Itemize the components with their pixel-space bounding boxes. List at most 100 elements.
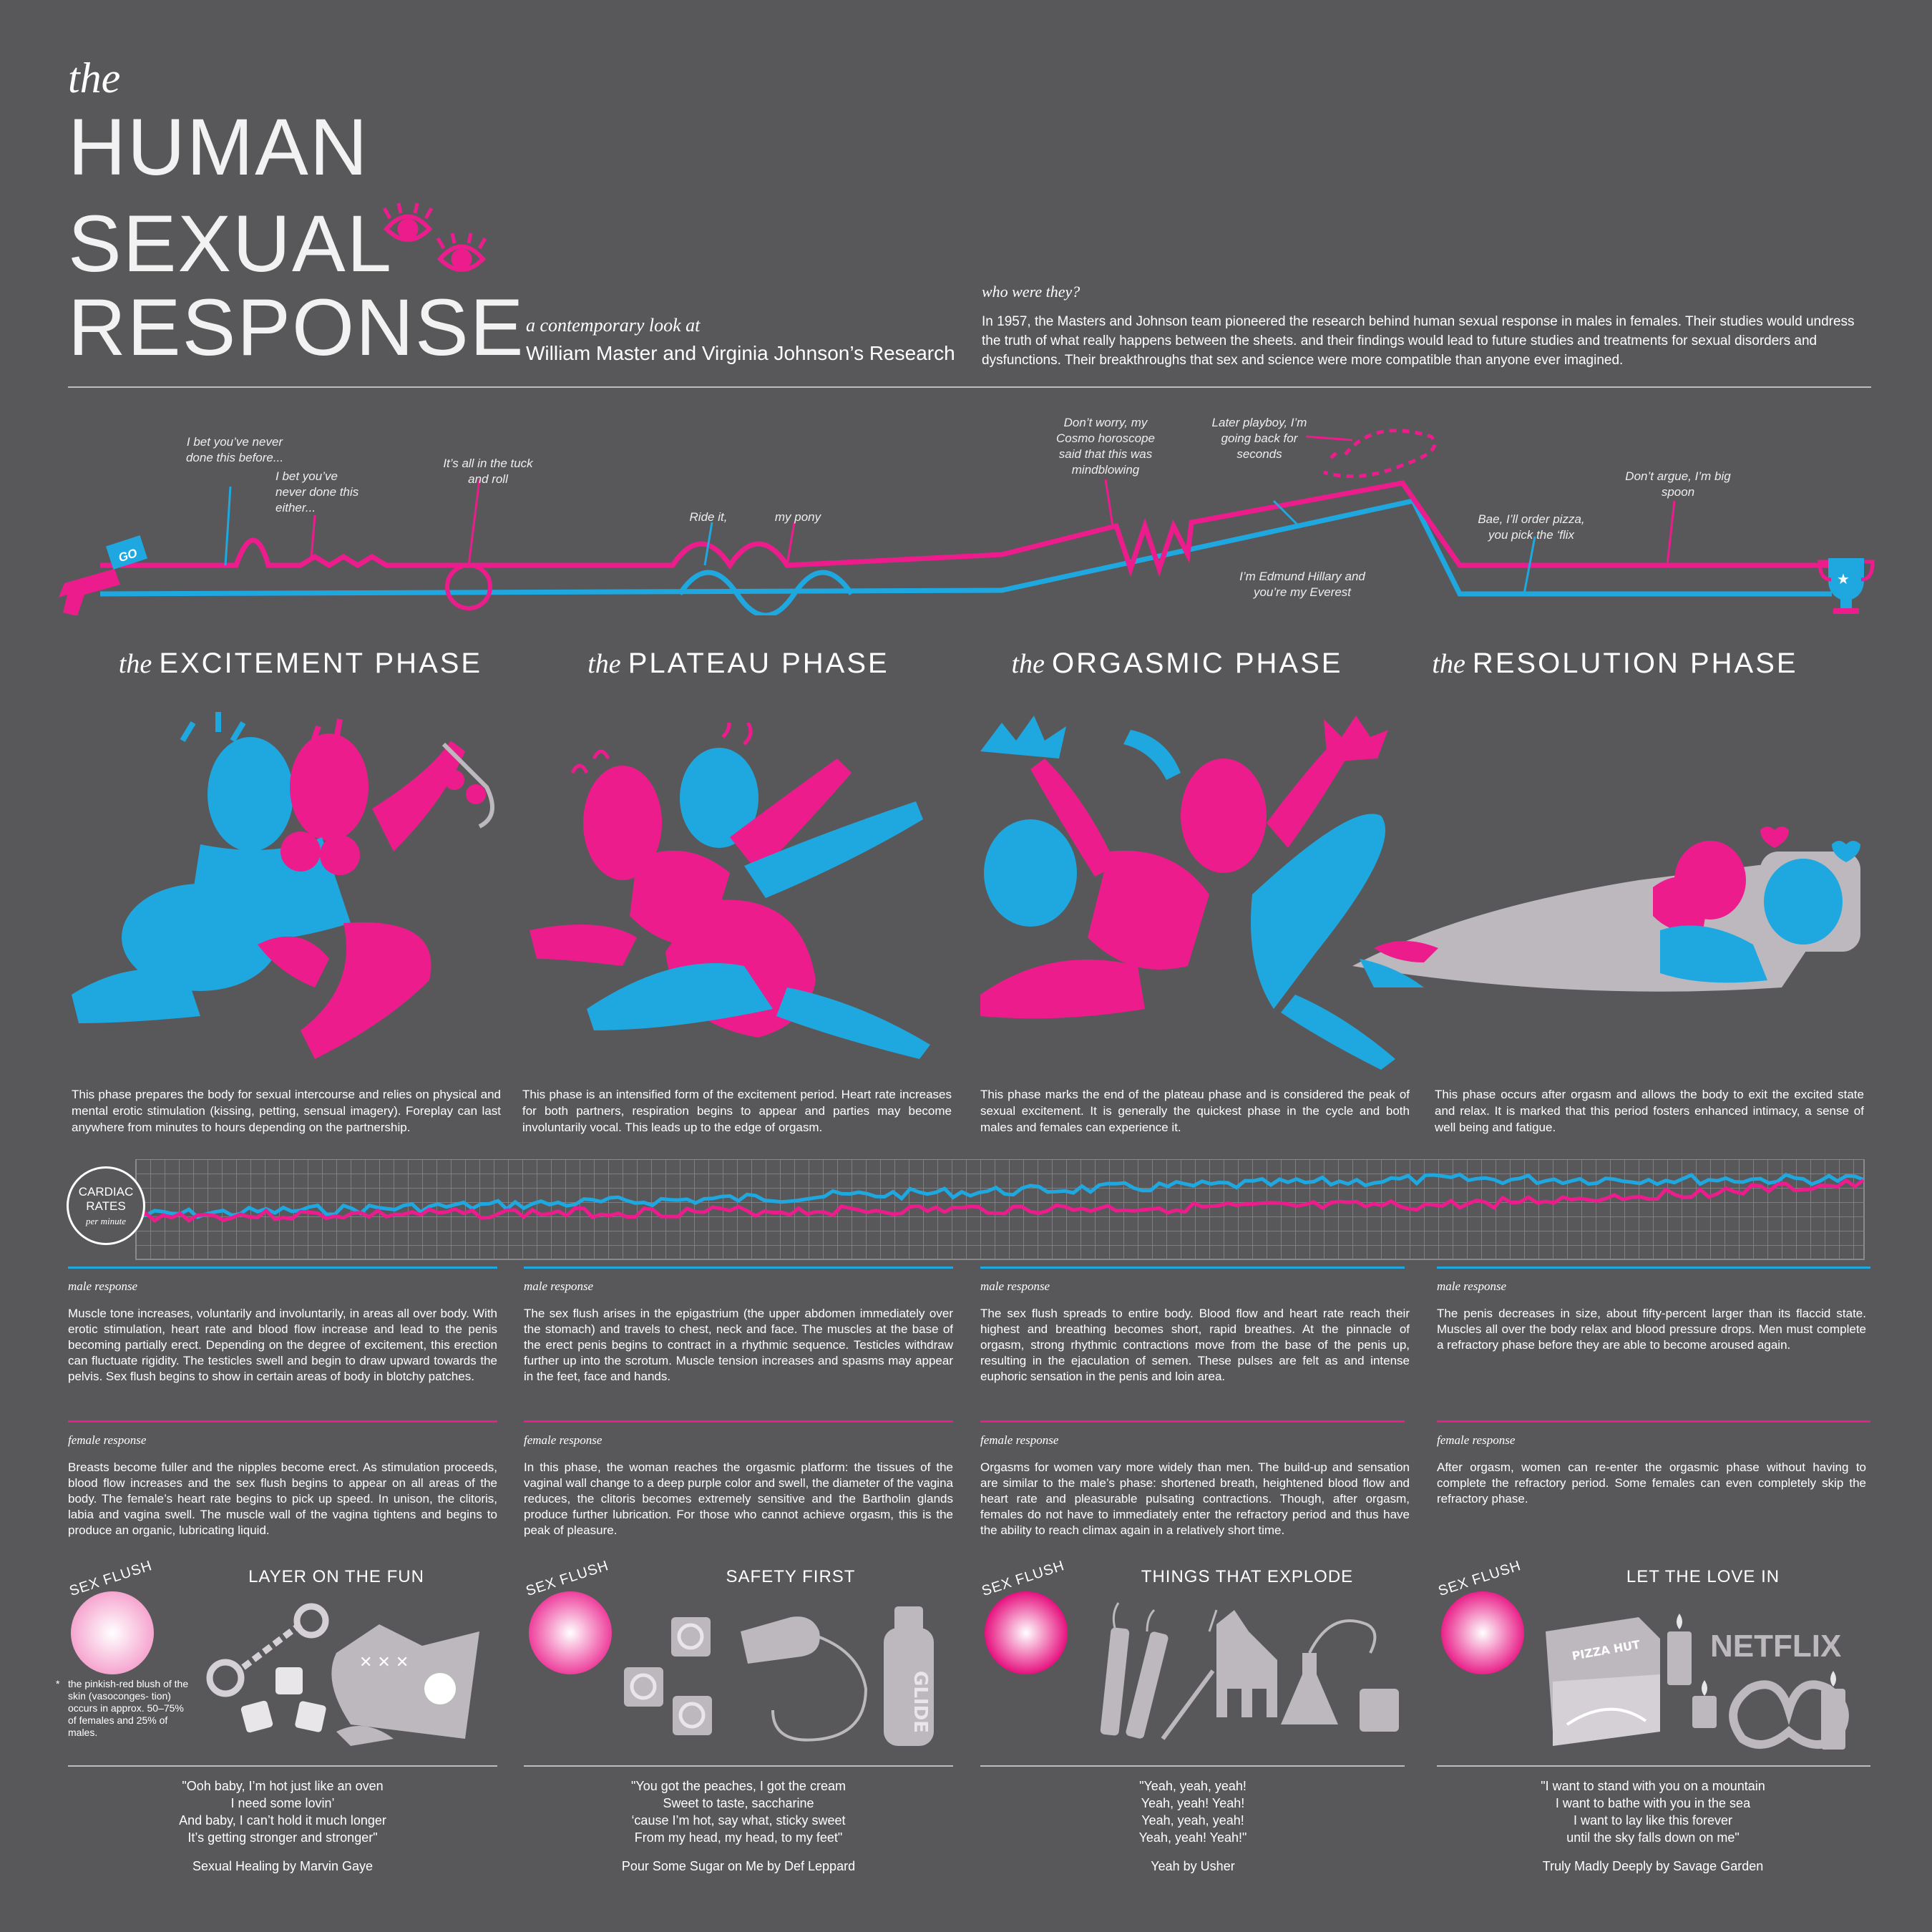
phase-description-resolution: This phase occurs after orgasm and allow… <box>1435 1088 1864 1134</box>
excitement-illustration <box>72 712 494 1059</box>
male-label-3: male response <box>980 1279 1050 1293</box>
male-divider-4 <box>1437 1267 1870 1269</box>
title-the: the <box>68 54 121 102</box>
song-title-1: Sexual Healing by Marvin Gaye <box>192 1859 374 1873</box>
timeline-quote-7: Later playboy, I’m going back for second… <box>1211 416 1307 461</box>
song-divider-2 <box>524 1765 953 1767</box>
lube-bottle-icon: GLIDE <box>884 1606 934 1746</box>
timeline-quote-6: Don’t worry, my Cosmo horoscope said tha… <box>1056 416 1155 477</box>
female-text-2: In this phase, the woman reaches the org… <box>524 1460 953 1537</box>
timeline-quote-2: I bet you’ve never done this either... <box>275 469 359 514</box>
tool-title-2: SAFETY FIRST <box>726 1567 856 1586</box>
svg-text:★: ★ <box>1837 572 1850 587</box>
male-divider-3 <box>980 1267 1405 1269</box>
whistle-icon <box>741 1616 868 1742</box>
timeline-quote-8: I’m Edmund Hillary and you’re my Everest <box>1239 570 1365 599</box>
safety-first-icons: GLIDE <box>624 1606 934 1746</box>
female-text-1: Breasts become fuller and the nipples be… <box>68 1460 497 1537</box>
trophy-icon: ★ <box>1818 558 1875 614</box>
song-title-4: Truly Madly Deeply by Savage Garden <box>1542 1859 1764 1873</box>
phase-title-plateau: the PLATEAU PHASE <box>587 648 889 679</box>
male-label-4: male response <box>1437 1279 1507 1293</box>
plateau-illustration <box>530 723 930 1059</box>
pizza-box-icon: PIZZA HUT <box>1546 1617 1660 1746</box>
orgasmic-illustration <box>980 716 1395 1070</box>
svg-text:✕ ✕ ✕: ✕ ✕ ✕ <box>359 1654 409 1672</box>
timeline-quote-10: Don’t argue, I’m big spoon <box>1625 469 1731 499</box>
timeline-quote-5: my pony <box>774 510 821 524</box>
tool-title-3: THINGS THAT EXPLODE <box>1141 1567 1354 1586</box>
response-timeline: GO ★ <box>59 429 1875 615</box>
layer-on-the-fun-icons: ✕ ✕ ✕ <box>206 1603 479 1746</box>
title-line-1: HUMAN <box>68 102 369 192</box>
sex-flush-swatch-2 <box>529 1591 612 1674</box>
female-label-2: female response <box>524 1433 602 1447</box>
song-quote-2: "You got the peaches, I got the cream Swe… <box>631 1779 846 1845</box>
phase-title-excitement: the EXCITEMENT PHASE <box>118 648 483 679</box>
male-label-1: male response <box>68 1279 138 1293</box>
female-divider-1 <box>68 1420 497 1423</box>
phase-title-resolution: the RESOLUTION PHASE <box>1432 648 1798 679</box>
sex-flush-note: * the pinkish-red blush of the skin (vaso… <box>56 1678 189 1738</box>
timeline-quote-1: I bet you’ve never done this before... <box>185 435 284 464</box>
tool-title-1: LAYER ON THE FUN <box>248 1567 424 1586</box>
timeline-quote-4: Ride it, <box>689 510 728 524</box>
female-divider-2 <box>524 1420 953 1423</box>
netflix-text: NETFLIX <box>1710 1629 1841 1664</box>
male-divider-1 <box>68 1267 497 1269</box>
song-divider-3 <box>980 1765 1405 1767</box>
treasure-map-icon: ✕ ✕ ✕ <box>331 1624 479 1739</box>
let-the-love-in-icons: PIZZA HUT NETFLIX <box>1546 1614 1849 1750</box>
things-that-explode-icons <box>1100 1602 1399 1740</box>
pinata-icon <box>1208 1609 1277 1717</box>
song-divider-4 <box>1437 1765 1870 1767</box>
male-label-2: male response <box>524 1279 594 1293</box>
timeline-quote-3: It’s all in the tuck and roll <box>443 457 533 486</box>
puddle-icon <box>336 1726 394 1746</box>
timeline-quote-9: Bae, I’ll order pizza, you pick the ‘fli… <box>1478 512 1585 542</box>
song-quote-3: "Yeah, yeah, yeah! Yeah, yeah! Yeah! Yeah… <box>1138 1779 1247 1845</box>
subtitle: William Master and Virginia Johnson’s Re… <box>526 342 955 364</box>
phase-description-orgasmic: This phase marks the end of the plateau … <box>980 1088 1410 1134</box>
phase-description-excitement: This phase prepares the body for sexual … <box>72 1088 501 1134</box>
svg-text:GLIDE: GLIDE <box>909 1671 931 1733</box>
female-label-3: female response <box>980 1433 1059 1447</box>
who-heading: who were they? <box>982 283 1080 301</box>
female-text-3: Orgasms for women vary more widely than … <box>980 1460 1410 1537</box>
male-text-1: Muscle tone increases, voluntarily and i… <box>68 1307 497 1383</box>
male-divider-2 <box>524 1267 953 1269</box>
ice-cubes-icon <box>240 1667 326 1733</box>
phase-title-orgasmic: the ORGASMIC PHASE <box>1011 648 1343 679</box>
song-title-3: Yeah by Usher <box>1151 1859 1235 1873</box>
who-text: In 1957, the Masters and Johnson team pi… <box>982 314 1855 368</box>
tool-title-4: LET THE LOVE IN <box>1626 1567 1780 1586</box>
male-text-4: The penis decreases in size, about fifty… <box>1437 1307 1866 1352</box>
dynamite-icon <box>1100 1602 1215 1740</box>
female-divider-3 <box>980 1420 1405 1423</box>
song-title-2: Pour Some Sugar on Me by Def Leppard <box>621 1859 856 1873</box>
female-divider-4 <box>1437 1420 1870 1423</box>
title-line-3: RESPONSE <box>68 283 525 372</box>
subtitle-italic: a contemporary look at <box>526 315 701 336</box>
pretzel-icon <box>1729 1680 1849 1749</box>
resolution-illustration <box>1352 826 1860 992</box>
eyes-icon <box>382 203 487 272</box>
title-line-2: SEXUAL <box>68 199 393 288</box>
starting-gun-icon: GO <box>59 535 148 615</box>
song-divider-1 <box>68 1765 497 1767</box>
sex-flush-swatch-3 <box>985 1591 1068 1674</box>
phase-description-plateau: This phase is an intensified form of the… <box>522 1088 952 1134</box>
cardiac-rate-graph <box>135 1159 1865 1260</box>
male-text-3: The sex flush spreads to entire body. Bl… <box>980 1307 1410 1383</box>
header-divider <box>68 386 1871 388</box>
female-text-4: After orgasm, women can re-enter the org… <box>1437 1460 1866 1506</box>
cardiac-rates-badge: CARDIAC RATES per minute <box>67 1166 145 1245</box>
song-quote-1: "Ooh baby, I’m hot just like an oven I ne… <box>179 1779 386 1845</box>
female-label-4: female response <box>1437 1433 1516 1447</box>
flask-icon <box>1281 1619 1399 1732</box>
condom-icon <box>624 1617 712 1735</box>
sex-flush-swatch-1 <box>71 1591 154 1674</box>
male-text-2: The sex flush arises in the epigastrium … <box>524 1307 953 1383</box>
song-quote-4: "I want to stand with you on a mountain I… <box>1541 1779 1765 1845</box>
